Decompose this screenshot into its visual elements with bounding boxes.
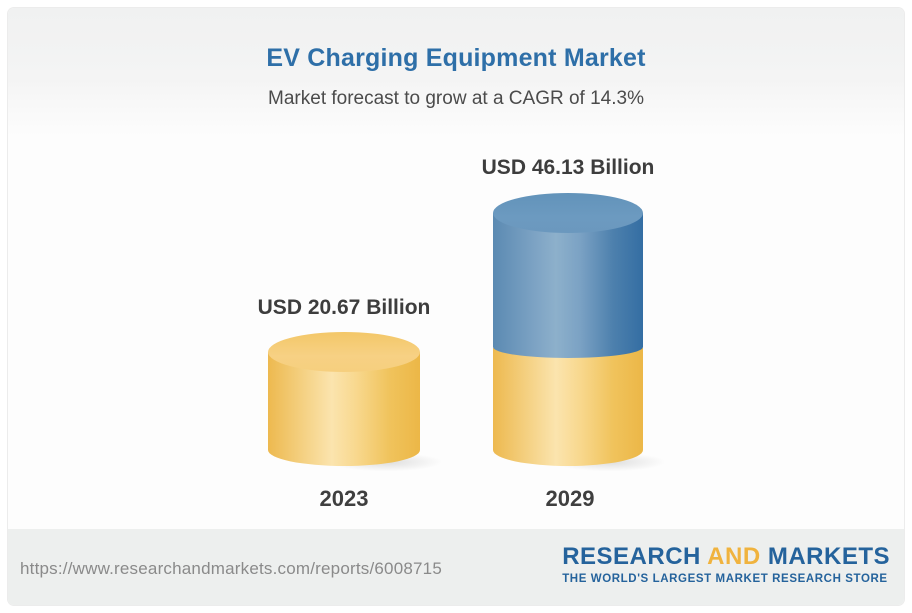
bar-cylinder-2029 [493, 193, 681, 474]
chart-card: EV Charging Equipment Market Market fore… [8, 8, 904, 605]
chart-subtitle: Market forecast to grow at a CAGR of 14.… [268, 88, 644, 109]
footer-band: https://www.researchandmarkets.com/repor… [8, 529, 904, 605]
report-url: https://www.researchandmarkets.com/repor… [20, 559, 442, 578]
header-band [8, 8, 904, 136]
logo-word-markets: MARKETS [767, 543, 890, 570]
bar-cylinder-2023 [268, 332, 458, 474]
logo-wordmark: RESEARCH AND MARKETS [562, 543, 890, 571]
category-label-2029: 2029 [545, 486, 595, 511]
bar-2023-top-cap [268, 332, 420, 372]
logo-tagline: THE WORLD'S LARGEST MARKET RESEARCH STOR… [562, 573, 888, 585]
value-label-2029: USD 46.13 Billion [481, 156, 655, 179]
bar-2029-segment-growth [493, 213, 643, 358]
bar-2029-top-cap [493, 193, 643, 233]
value-label-2023: USD 20.67 Billion [257, 296, 431, 319]
category-label-2023: 2023 [319, 486, 369, 511]
chart-title: EV Charging Equipment Market [266, 44, 646, 72]
logo-word-research: RESEARCH [562, 543, 701, 570]
bar-2029-segment-base [493, 348, 643, 466]
research-and-markets-logo: RESEARCH AND MARKETS THE WORLD'S LARGEST… [562, 543, 890, 585]
logo-word-and: AND [707, 543, 761, 570]
